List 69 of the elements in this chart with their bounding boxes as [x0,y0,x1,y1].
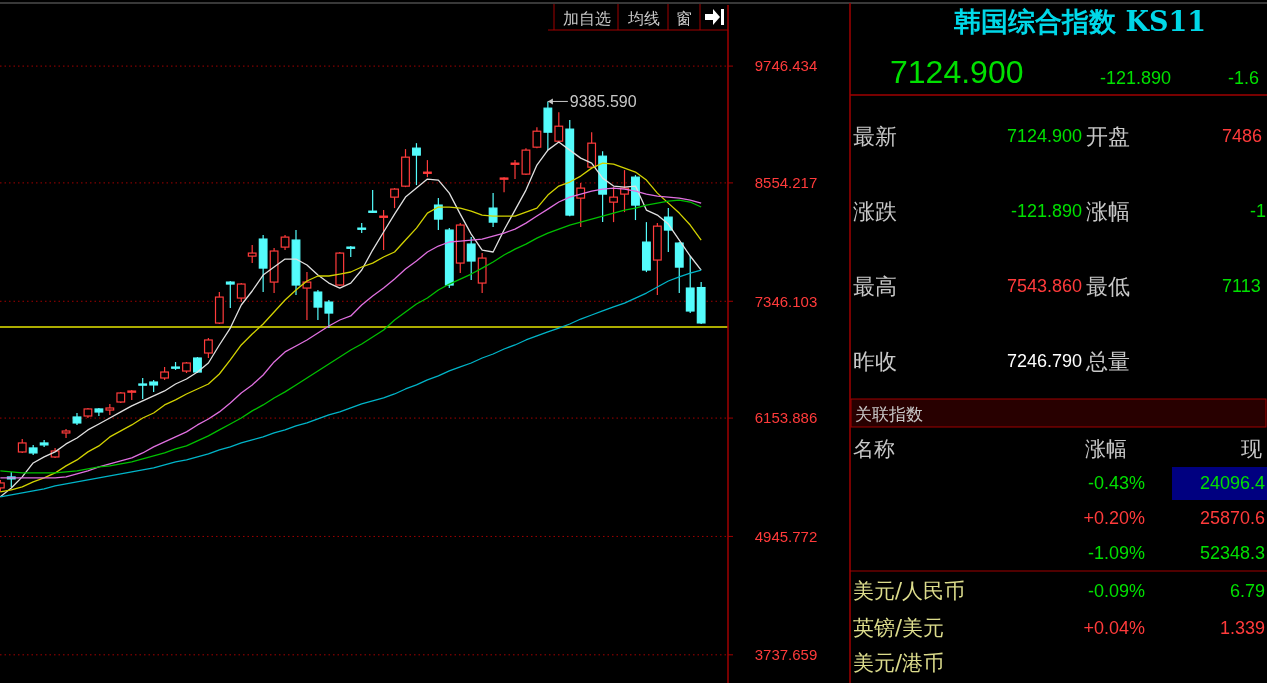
text: 涨幅 [1086,198,1130,224]
text: 最新 [853,123,897,149]
text: -1.09% [1087,543,1145,564]
candlestick [543,100,553,151]
text: 关联指数 [855,403,923,424]
candlestick [576,182,586,228]
text: -121.890 [1010,201,1082,222]
text: 最低 [1086,273,1130,299]
text: 1.339 [1219,618,1265,639]
text: 韩国综合指数 KS11 [953,6,1206,38]
candlestick [466,236,476,281]
y-tick-label: 3737.659 [754,646,818,664]
candlestick [554,111,564,143]
y-tick-label: 9746.434 [754,57,818,75]
text: 美元/港币 [853,651,945,676]
text: 英镑/美元 [853,616,945,641]
text: +0.04% [1083,618,1145,639]
candlestick [379,209,389,251]
y-tick-label: 7346.103 [754,292,818,310]
candlestick [247,244,257,264]
candlestick [138,377,148,400]
text: 24096.4 [1199,473,1265,494]
text: 开盘 [1086,123,1130,149]
text: 7124.900 [1006,126,1082,147]
text: 7113 [1222,276,1261,297]
candlestick [225,280,235,309]
candlestick [313,289,323,321]
candlestick [685,255,695,314]
annotation: 均线 [627,8,660,28]
text: 52348.3 [1199,543,1265,564]
text: 总量 [1085,348,1130,374]
candlestick [302,271,312,321]
candlestick [433,197,443,231]
candlestick [510,159,520,180]
y-tick-label: 8554.217 [754,174,818,192]
text: 7124.900 [890,54,1024,91]
text: 美元/人民币 [853,579,966,604]
text: +0.20% [1083,508,1145,529]
annotation: 加自选 [563,8,611,28]
text: -121.890 [1100,68,1172,89]
text: 最高 [853,273,897,299]
text: 涨跌 [853,198,897,224]
line-series [0,269,702,498]
candlestick [663,207,673,253]
candlestick [412,142,421,186]
annotation: 窗 [676,8,692,28]
text: 现 [1241,437,1262,462]
text: -0.43% [1087,473,1145,494]
candlestick [390,187,399,209]
text: 7486 [1222,126,1263,147]
text: 涨幅 [1085,437,1127,462]
text: -1 [1250,201,1267,222]
candlestick [609,186,618,223]
candlestick [236,282,246,303]
candlestick [61,428,71,439]
candlestick [324,299,334,329]
text: 昨收 [853,348,897,374]
y-tick-label: 6153.886 [754,409,818,427]
text: 7543.860 [1006,276,1082,297]
text: 25870.6 [1199,508,1265,529]
text: 名称 [853,437,895,462]
text: 6.79 [1229,581,1265,602]
y-tick-label: 4945.772 [754,527,818,545]
annotation: 9385.590 [569,93,637,111]
text: 7246.790 [1006,351,1082,372]
text: -1.6 [1228,68,1260,89]
candlestick [499,176,509,193]
text: -0.09% [1087,581,1145,602]
candlestick [203,337,213,359]
